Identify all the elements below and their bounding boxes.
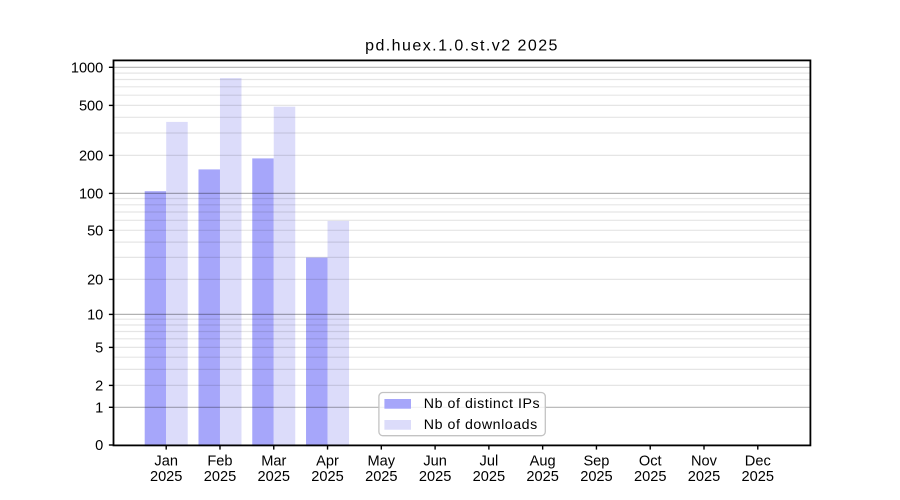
svg-text:2025: 2025 xyxy=(311,469,343,485)
svg-text:Mar: Mar xyxy=(261,453,286,469)
svg-text:500: 500 xyxy=(79,99,103,115)
svg-text:Nb of distinct IPs: Nb of distinct IPs xyxy=(424,396,540,412)
svg-text:2025: 2025 xyxy=(204,469,236,485)
svg-text:2: 2 xyxy=(95,379,103,395)
svg-text:1: 1 xyxy=(95,401,103,417)
svg-text:2025: 2025 xyxy=(365,469,397,485)
svg-text:Apr: Apr xyxy=(316,453,339,469)
svg-text:Jan: Jan xyxy=(154,453,178,469)
svg-text:2025: 2025 xyxy=(473,469,505,485)
svg-text:Dec: Dec xyxy=(745,453,771,469)
svg-text:2025: 2025 xyxy=(634,469,666,485)
svg-text:Jun: Jun xyxy=(423,453,447,469)
svg-text:50: 50 xyxy=(87,224,103,240)
svg-text:0: 0 xyxy=(95,438,103,454)
svg-text:Aug: Aug xyxy=(530,453,556,469)
svg-text:2025: 2025 xyxy=(742,469,774,485)
svg-text:20: 20 xyxy=(87,273,103,289)
svg-text:2025: 2025 xyxy=(526,469,558,485)
svg-text:pd.huex.1.0.st.v2 2025: pd.huex.1.0.st.v2 2025 xyxy=(365,38,559,55)
svg-text:Nov: Nov xyxy=(691,453,718,469)
svg-text:Jul: Jul xyxy=(480,453,499,469)
svg-text:2025: 2025 xyxy=(419,469,451,485)
svg-text:2025: 2025 xyxy=(688,469,720,485)
svg-text:2025: 2025 xyxy=(580,469,612,485)
svg-text:May: May xyxy=(368,453,396,469)
svg-text:10: 10 xyxy=(87,308,103,324)
svg-text:2025: 2025 xyxy=(258,469,290,485)
svg-text:5: 5 xyxy=(95,341,103,357)
svg-text:200: 200 xyxy=(79,149,103,165)
svg-text:Oct: Oct xyxy=(639,453,662,469)
svg-text:2025: 2025 xyxy=(150,469,182,485)
svg-text:Nb of downloads: Nb of downloads xyxy=(424,417,538,433)
svg-text:Feb: Feb xyxy=(207,453,232,469)
svg-text:100: 100 xyxy=(79,187,103,203)
svg-text:Sep: Sep xyxy=(583,453,609,469)
svg-text:1000: 1000 xyxy=(71,61,103,77)
